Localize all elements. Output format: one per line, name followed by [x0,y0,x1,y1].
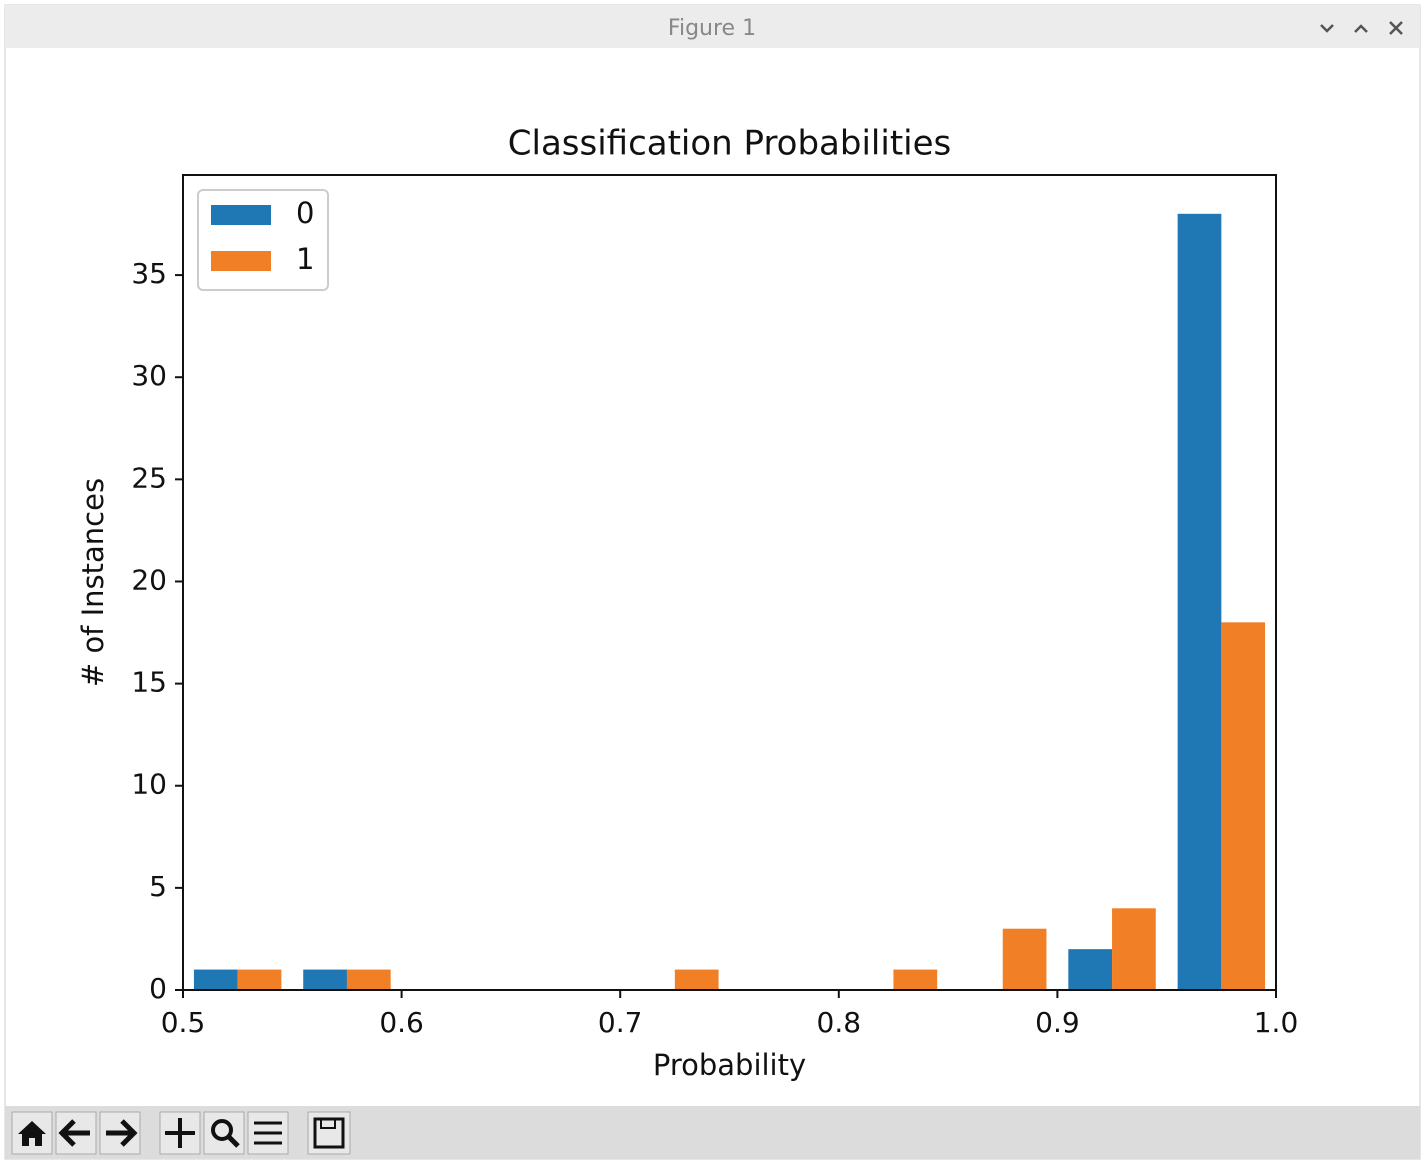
bar [1002,928,1047,990]
y-tick-label: 10 [131,768,167,801]
y-tick-label: 30 [131,359,167,392]
pan-button[interactable] [159,1111,201,1155]
minimize-button[interactable] [1320,24,1334,33]
bar [674,969,719,990]
bar [303,969,347,990]
zoom-button[interactable] [203,1111,245,1155]
forward-button[interactable] [99,1111,141,1155]
bar [1112,908,1156,990]
x-tick-label: 0.6 [379,1006,424,1039]
y-tick-label: 5 [149,870,167,903]
back-button[interactable] [55,1111,97,1155]
x-tick-label: 1.0 [1254,1006,1299,1039]
title-bar [5,5,1420,48]
maximize-button[interactable] [1354,24,1368,33]
plot-frame [182,174,1277,991]
bar [346,969,391,990]
x-tick-label: 0.7 [598,1006,643,1039]
close-button[interactable] [1389,21,1403,35]
y-axis-label: # of Instances [76,478,110,687]
bar [1221,622,1266,990]
bar [193,969,238,990]
bar [1068,949,1113,990]
x-tick-label: 0.9 [1035,1006,1080,1039]
legend-label: 1 [296,242,314,276]
y-tick-label: 35 [131,257,167,290]
x-axis-label: Probability [653,1048,806,1082]
save-button[interactable] [307,1111,351,1155]
y-tick-label: 0 [149,972,167,1005]
bar [237,969,282,990]
legend-swatch [211,205,271,225]
bar [1177,213,1222,991]
x-tick-label: 0.5 [161,1006,206,1039]
bar [893,969,938,990]
y-tick-label: 15 [131,666,167,699]
configure-button[interactable] [247,1111,289,1155]
y-tick-label: 20 [131,563,167,596]
window-title: Figure 1 [668,16,756,41]
x-tick-label: 0.8 [817,1006,862,1039]
chart-title: Classification Probabilities [508,124,951,164]
legend-swatch [211,251,271,271]
home-button[interactable] [11,1111,53,1155]
legend-label: 0 [296,196,314,230]
y-tick-label: 25 [131,461,167,494]
